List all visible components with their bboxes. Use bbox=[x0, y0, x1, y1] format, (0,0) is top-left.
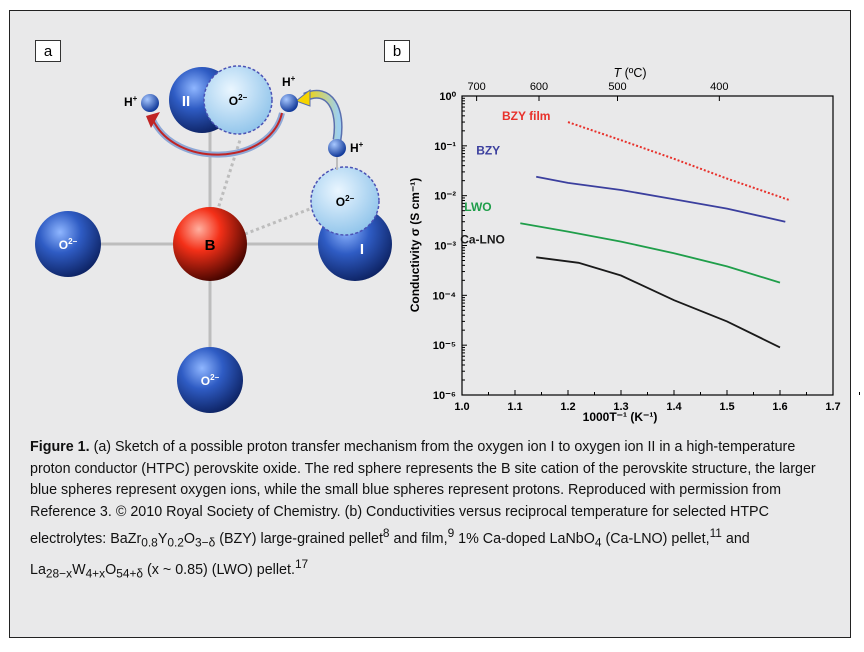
svg-text:II: II bbox=[182, 93, 190, 110]
proton-i: H+ bbox=[328, 139, 364, 170]
x-tick-label: 1.7 bbox=[825, 401, 840, 413]
formula-sub: 4+x bbox=[85, 566, 106, 581]
svg-text:H+: H+ bbox=[350, 140, 364, 155]
proton-right: H+ bbox=[280, 74, 298, 112]
series-label: BZY film bbox=[502, 109, 550, 123]
svg-text:H+: H+ bbox=[282, 74, 296, 89]
reference-17: 17 bbox=[294, 557, 309, 572]
series-line-1 bbox=[536, 175, 786, 223]
top-axis-label: T (ºC) bbox=[613, 66, 646, 80]
y-tick-label: 10⁰ bbox=[439, 91, 456, 103]
formula-sub: 28−x bbox=[45, 566, 73, 581]
conductivity-chart: 1.0 1.1 1.2 1.3 1.4 1.5 1.6 1.7 10⁰ 10⁻¹ 10⁻² 10⁻³… bbox=[408, 66, 860, 424]
series-line-2 bbox=[520, 222, 781, 284]
svg-text:H+: H+ bbox=[124, 94, 138, 109]
oxygen-bottom: O2− bbox=[177, 347, 243, 413]
plot-area bbox=[461, 95, 834, 396]
x-axis-label: 1000T⁻¹ (K⁻¹) bbox=[583, 410, 658, 424]
formula-sub: 54+δ bbox=[116, 566, 144, 581]
y-axis-ticks: 10⁰ 10⁻¹ 10⁻² 10⁻³ 10⁻⁴ 10⁻⁵ 10⁻⁶ bbox=[433, 91, 467, 402]
y-axis-label: Conductivity σ (S cm⁻¹) bbox=[408, 178, 422, 313]
series-label: LWO bbox=[464, 200, 491, 214]
formula-sub: 3−δ bbox=[195, 535, 216, 550]
caption-text-e: (Ca-LNO) pellet, bbox=[601, 530, 710, 547]
caption-text-g: W bbox=[72, 561, 86, 578]
figure-caption: Figure 1. (a) Sketch of a possible proto… bbox=[30, 437, 830, 585]
svg-text:O2−: O2− bbox=[229, 93, 248, 108]
y-tick-label: 10⁻⁴ bbox=[433, 290, 456, 302]
figure-frame bbox=[9, 10, 851, 638]
formula-part: Y bbox=[157, 530, 168, 547]
b-cation: B bbox=[173, 207, 247, 281]
formula-part: BaZr bbox=[110, 530, 142, 547]
y-tick-label: 10⁻³ bbox=[434, 241, 456, 253]
caption-text-a: (a) Sketch of a possible proton transfer… bbox=[30, 439, 816, 547]
series-lines bbox=[520, 121, 791, 349]
caption-text-b: (BZY) large-grained pellet bbox=[215, 530, 383, 547]
svg-text:I: I bbox=[360, 241, 364, 258]
top-tick-label: 600 bbox=[530, 81, 548, 93]
caption-title: Figure 1. bbox=[30, 439, 90, 455]
top-tick-label: 400 bbox=[710, 81, 728, 93]
caption-text-h: O bbox=[105, 561, 117, 578]
x-tick-label: 1.4 bbox=[666, 401, 682, 413]
svg-text:O2−: O2− bbox=[336, 194, 355, 209]
series-label: BZY bbox=[476, 144, 500, 158]
panel-a-label: a bbox=[35, 40, 61, 62]
formula-sub: 0.2 bbox=[167, 535, 184, 550]
series-line-0 bbox=[567, 121, 791, 202]
x-tick-label: 1.6 bbox=[772, 401, 787, 413]
svg-text:O2−: O2− bbox=[59, 237, 78, 252]
oxygen-light-i: O2− bbox=[310, 166, 380, 236]
x-tick-label: 1.0 bbox=[454, 401, 469, 413]
formula-part: O bbox=[183, 530, 196, 547]
panel-a-sketch: O2− O2− I II O2− O2− B H+ bbox=[35, 65, 392, 413]
caption-text-c: and film, bbox=[389, 530, 448, 547]
svg-text:B: B bbox=[205, 237, 216, 254]
reference-8: 8 bbox=[382, 526, 390, 540]
x-tick-label: 1.2 bbox=[560, 401, 575, 413]
caption-text-f: and La bbox=[30, 530, 750, 578]
reference-11: 11 bbox=[709, 526, 722, 540]
x-tick-label: 1.5 bbox=[719, 401, 734, 413]
caption-text-d: 1% Ca-doped LaNbO bbox=[454, 530, 595, 547]
svg-text:O2−: O2− bbox=[201, 373, 220, 388]
reference-9: 9 bbox=[447, 526, 455, 540]
series-labels: BZY film BZY LWO Ca-LNO bbox=[460, 109, 550, 246]
proton-hop-arrow bbox=[294, 88, 343, 141]
top-tick-label: 700 bbox=[467, 81, 485, 93]
oxygen-light-ii: O2− bbox=[203, 65, 273, 135]
panel-b-label: b bbox=[384, 40, 410, 62]
proton-transfer-arrow bbox=[146, 112, 285, 158]
formula-sub: 4 bbox=[594, 535, 602, 550]
oxygen-left: O2− bbox=[35, 211, 101, 277]
top-axis-ticks: 700 600 500 400 bbox=[467, 81, 729, 101]
y-tick-label: 10⁻⁵ bbox=[433, 340, 456, 352]
formula-sub: 0.8 bbox=[141, 535, 158, 550]
caption-text-i: (x ~ 0.85) (LWO) pellet. bbox=[143, 561, 295, 578]
x-tick-label: 1.3 bbox=[613, 401, 628, 413]
series-label: Ca-LNO bbox=[460, 232, 505, 246]
series-line-3 bbox=[536, 256, 781, 349]
y-tick-label: 10⁻² bbox=[434, 191, 456, 203]
y-tick-label: 10⁻¹ bbox=[434, 141, 456, 153]
proton-left: H+ bbox=[124, 94, 159, 112]
y-tick-label: 10⁻⁶ bbox=[433, 390, 456, 402]
x-tick-label: 1.1 bbox=[507, 401, 522, 413]
top-tick-label: 500 bbox=[608, 81, 626, 93]
x-axis-ticks: 1.0 1.1 1.2 1.3 1.4 1.5 1.6 1.7 bbox=[454, 390, 860, 413]
